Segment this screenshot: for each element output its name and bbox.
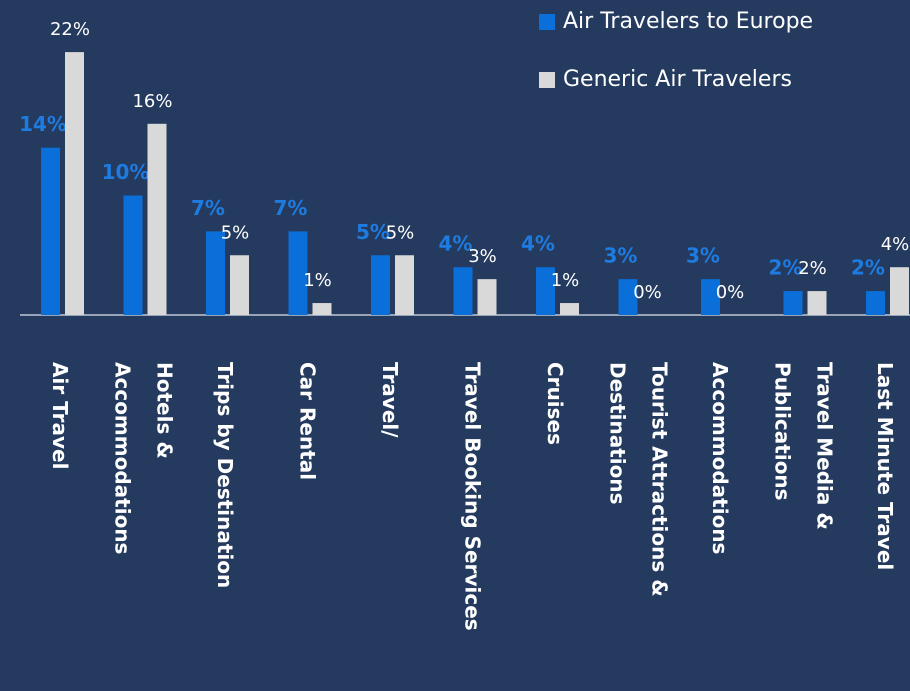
data-label: 5% <box>221 222 250 243</box>
data-label: 1% <box>551 270 580 291</box>
data-label: 5% <box>386 222 415 243</box>
category-label: Trips by Destination <box>213 362 237 588</box>
data-label: 10% <box>102 160 150 184</box>
category-label: Air Travel <box>48 362 72 469</box>
category-label: Hotels & <box>153 362 177 459</box>
bar <box>866 291 885 315</box>
bar <box>230 255 249 315</box>
bar <box>701 279 720 315</box>
bar <box>147 123 167 315</box>
bar <box>65 52 84 315</box>
data-label: 2% <box>851 256 885 280</box>
legend-label: Air Travelers to Europe <box>563 9 813 34</box>
bar <box>536 267 555 315</box>
data-label: 2% <box>769 256 803 280</box>
bar <box>618 279 638 315</box>
category-label: Travel Booking Services <box>461 362 485 631</box>
category-label: Accommodations <box>111 362 135 554</box>
data-label: 2% <box>798 258 827 279</box>
category-label: Travel Media & <box>813 362 837 530</box>
data-label: 16% <box>132 91 172 112</box>
data-label: 7% <box>191 196 225 220</box>
bar <box>206 231 225 315</box>
bar <box>807 291 827 315</box>
data-label: 3% <box>686 244 720 268</box>
category-label: Accommodations <box>708 362 732 554</box>
category-label: Car Rental <box>296 362 320 480</box>
legend-label: Generic Air Travelers <box>563 67 792 92</box>
data-label: 14% <box>19 112 67 136</box>
bar <box>312 303 332 315</box>
data-label: 5% <box>356 220 390 244</box>
category-label: Publications <box>771 362 795 501</box>
data-label: 3% <box>468 246 497 267</box>
data-label: 3% <box>604 244 638 268</box>
data-label: 0% <box>633 282 662 303</box>
data-label: 7% <box>274 196 308 220</box>
bar <box>371 255 390 315</box>
data-label: 4% <box>439 232 473 256</box>
data-label: 0% <box>716 282 745 303</box>
bar <box>41 147 60 315</box>
bar <box>288 231 308 315</box>
legend-swatch <box>539 14 555 30</box>
legend-swatch <box>539 72 555 88</box>
bar <box>453 267 473 315</box>
category-label: Cruises <box>543 362 567 445</box>
bar <box>560 303 579 315</box>
bar <box>477 279 497 315</box>
data-label: 4% <box>881 234 910 255</box>
category-label: Travel/ <box>378 362 402 438</box>
category-label: Last Minute Travel <box>873 362 897 570</box>
category-label: Tourist Attractions & <box>648 362 672 597</box>
bar <box>395 255 414 315</box>
bar <box>783 291 803 315</box>
data-label: 1% <box>303 270 332 291</box>
bar <box>890 267 909 315</box>
category-label: Destinations <box>606 362 630 505</box>
data-label: 4% <box>521 232 555 256</box>
data-label: 22% <box>50 19 90 40</box>
bar <box>123 195 143 315</box>
